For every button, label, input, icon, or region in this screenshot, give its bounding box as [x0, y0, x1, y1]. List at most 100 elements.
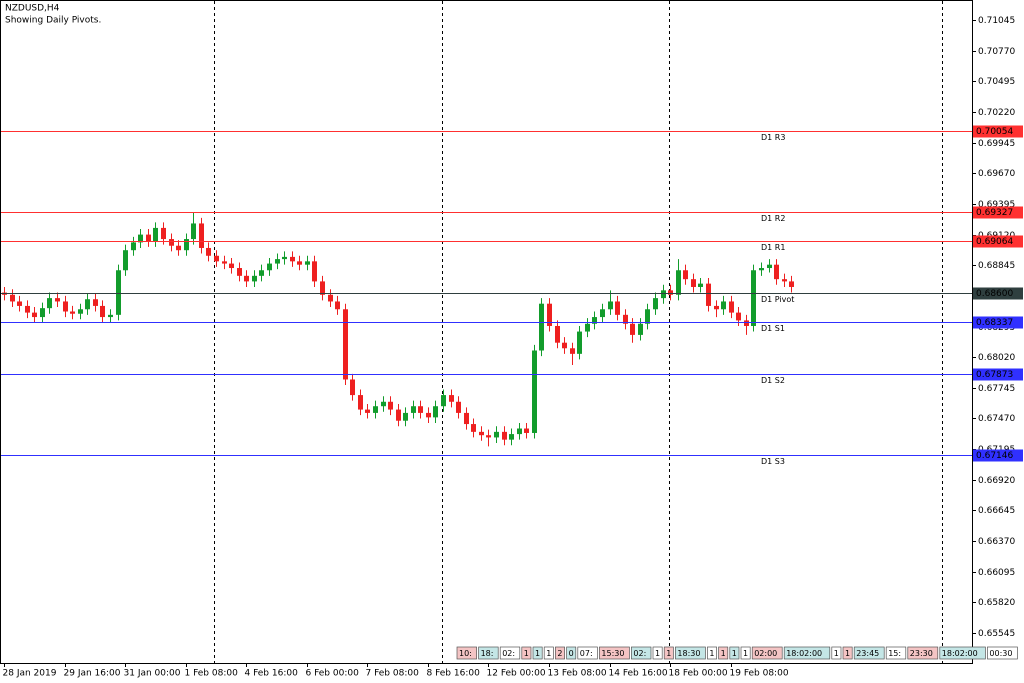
chart-subtitle: Showing Daily Pivots. — [5, 16, 101, 26]
time-box — [652, 646, 663, 660]
candle-body — [267, 263, 272, 271]
candle-body — [365, 409, 370, 413]
price-label-box — [973, 287, 1023, 300]
y-tick-label: 0.70770 — [978, 47, 1015, 57]
candle-body — [691, 279, 696, 287]
time-box-label: 18:30 — [677, 649, 700, 658]
y-tick-label: 0.66920 — [978, 476, 1015, 486]
candle-body — [638, 323, 643, 335]
price-label-box — [973, 316, 1023, 329]
candle-body — [381, 401, 386, 407]
candle-body — [153, 227, 158, 242]
y-tick-label: 0.65820 — [978, 598, 1015, 608]
candle-body — [592, 317, 597, 324]
candle-body — [199, 223, 204, 248]
time-box-label: 18:02:00 — [786, 649, 822, 658]
candle-body — [184, 239, 189, 251]
candle-body — [759, 268, 764, 271]
y-tick-label: 0.69670 — [978, 169, 1015, 179]
candle-body — [305, 261, 310, 265]
time-box — [751, 646, 783, 660]
candle-body — [721, 301, 726, 310]
x-tick-label: 8 Feb 16:00 — [427, 669, 481, 679]
time-box-label: 02:00 — [754, 649, 777, 658]
price-label-box — [973, 125, 1023, 138]
time-box-label: 1 — [732, 649, 737, 658]
candle-body — [32, 312, 37, 318]
candle-body — [297, 261, 302, 265]
time-box-label: 15:30 — [601, 649, 624, 658]
candle-body — [585, 323, 590, 332]
y-tick-label: 0.68020 — [978, 353, 1015, 363]
candle-body — [320, 281, 325, 295]
price-label: 0.69327 — [976, 208, 1013, 218]
x-tick-label: 29 Jan 16:00 — [64, 669, 121, 679]
time-box-label: 10: — [459, 649, 472, 658]
x-tick-label: 18 Feb 00:00 — [669, 669, 728, 679]
candle-body — [131, 242, 136, 251]
y-tick-label: 0.67745 — [978, 384, 1015, 394]
time-box-label: 07: — [580, 649, 593, 658]
candle-body — [275, 259, 280, 264]
candle-body — [729, 301, 734, 313]
candle-body — [282, 256, 287, 260]
y-tick-label: 0.69395 — [978, 200, 1015, 210]
candle-body — [100, 305, 105, 318]
candle-body — [714, 305, 719, 310]
time-box-label: 02: — [633, 649, 646, 658]
candle-body — [10, 294, 15, 302]
candle-body — [411, 406, 416, 413]
candle-body — [471, 424, 476, 432]
candle-body — [767, 264, 772, 269]
candle-body — [449, 395, 454, 402]
time-box-label: 23:45 — [856, 649, 879, 658]
candle-body — [169, 239, 174, 246]
time-box — [663, 646, 674, 660]
candle-body — [25, 305, 30, 313]
candle-body — [774, 264, 779, 280]
time-box — [499, 646, 521, 660]
candle-body — [312, 261, 317, 282]
pivot-label: D1 S1 — [761, 324, 785, 333]
time-box — [740, 646, 751, 660]
y-tick-label: 0.66095 — [978, 568, 1015, 578]
price-label: 0.67873 — [976, 370, 1013, 380]
time-box — [577, 646, 598, 660]
candle-body — [222, 261, 227, 264]
candle-body — [138, 234, 143, 243]
candle-body — [328, 294, 333, 302]
time-box — [783, 646, 831, 660]
candle-body — [532, 350, 537, 433]
x-tick-label: 28 Jan 2019 — [3, 669, 57, 679]
time-box-label: 15: — [888, 649, 901, 658]
y-tick-label: 0.70220 — [978, 108, 1015, 118]
time-box-label: 1 — [845, 649, 850, 658]
time-box — [718, 646, 729, 660]
time-box-label: 02: — [502, 649, 515, 658]
candle-body — [290, 256, 295, 262]
time-box-label: 1 — [721, 649, 726, 658]
candle-body — [206, 247, 211, 256]
price-label: 0.67146 — [976, 451, 1013, 461]
candle-body — [358, 395, 363, 410]
candle-body — [751, 270, 756, 326]
candle-body — [85, 299, 90, 310]
candle-body — [698, 283, 703, 287]
y-tick-label: 0.65545 — [978, 629, 1015, 639]
time-box — [885, 646, 907, 660]
time-box — [555, 646, 565, 660]
x-tick-label: 31 Jan 00:00 — [124, 669, 181, 679]
candle-body — [789, 281, 794, 287]
candle-body — [191, 223, 196, 240]
candle-body — [259, 270, 264, 276]
candle-body — [479, 431, 484, 436]
price-label-box — [973, 206, 1023, 219]
time-box-label: 18: — [481, 649, 494, 658]
candle-body — [464, 412, 469, 425]
price-label-box — [973, 449, 1023, 462]
time-box-label: 1 — [666, 649, 671, 658]
time-box-label: 1 — [535, 649, 540, 658]
candle-body — [736, 312, 741, 321]
y-tick-label: 0.70495 — [978, 77, 1015, 87]
price-label: 0.69064 — [976, 237, 1013, 247]
